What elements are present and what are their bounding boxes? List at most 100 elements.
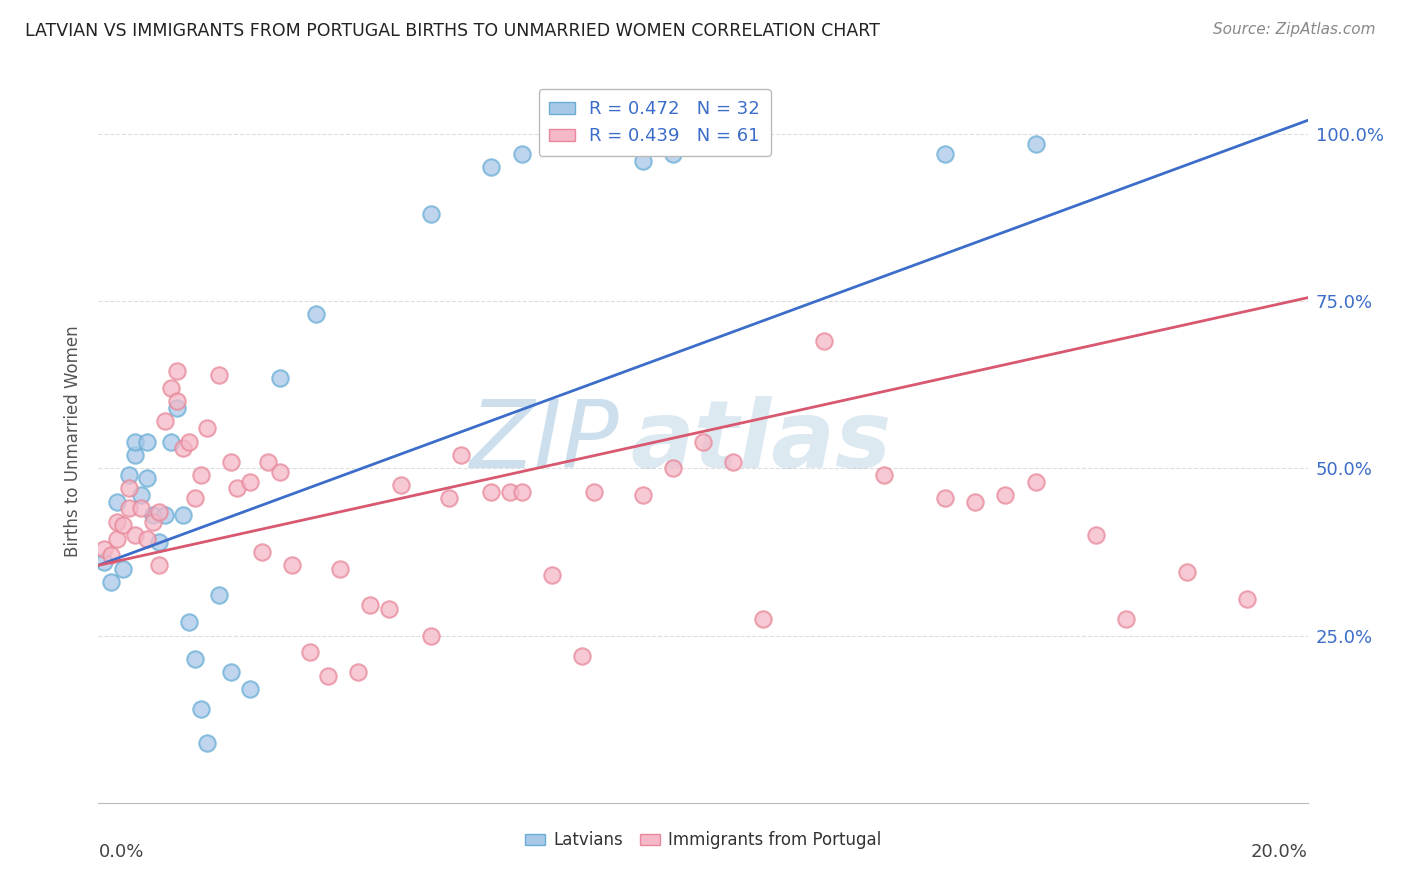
Point	[208, 589, 231, 603]
Point	[221, 455, 243, 469]
Point	[481, 484, 503, 499]
Point	[1024, 136, 1046, 151]
Point	[360, 599, 382, 613]
Point	[179, 615, 201, 630]
Point	[190, 702, 212, 716]
Point	[377, 602, 399, 616]
Point	[160, 434, 183, 449]
Text: 20.0%: 20.0%	[1251, 843, 1308, 861]
Point	[692, 434, 714, 449]
Point	[105, 515, 128, 529]
Point	[118, 501, 141, 516]
Point	[184, 491, 207, 506]
Point	[347, 665, 370, 680]
Point	[934, 491, 956, 506]
Point	[1085, 528, 1108, 542]
Point	[93, 541, 115, 556]
Text: 0.0%: 0.0%	[98, 843, 143, 861]
Text: Source: ZipAtlas.com: Source: ZipAtlas.com	[1212, 22, 1375, 37]
Point	[93, 555, 115, 569]
Point	[450, 448, 472, 462]
Point	[239, 475, 262, 489]
Point	[195, 735, 218, 749]
Point	[118, 482, 141, 496]
Point	[631, 153, 654, 168]
Point	[269, 465, 291, 479]
Point	[510, 484, 533, 499]
Point	[105, 532, 128, 546]
Point	[129, 501, 152, 516]
Point	[934, 147, 956, 161]
Point	[226, 482, 249, 496]
Point	[184, 652, 207, 666]
Point	[142, 515, 165, 529]
Point	[316, 669, 339, 683]
Point	[510, 147, 533, 161]
Point	[250, 545, 273, 559]
Text: LATVIAN VS IMMIGRANTS FROM PORTUGAL BIRTHS TO UNMARRIED WOMEN CORRELATION CHART: LATVIAN VS IMMIGRANTS FROM PORTUGAL BIRT…	[25, 22, 880, 40]
Point	[148, 534, 170, 549]
Point	[994, 488, 1017, 502]
Point	[965, 494, 987, 508]
Point	[111, 562, 134, 576]
Point	[221, 665, 243, 680]
Point	[166, 364, 188, 378]
Point	[179, 434, 201, 449]
Point	[752, 612, 775, 626]
Point	[305, 307, 328, 322]
Point	[195, 421, 218, 435]
Point	[583, 484, 606, 499]
Point	[153, 508, 176, 523]
Point	[172, 442, 194, 455]
Point	[420, 628, 443, 642]
Text: ZIP: ZIP	[468, 396, 619, 487]
Point	[329, 562, 352, 576]
Point	[208, 368, 231, 382]
Y-axis label: Births to Unmarried Women: Births to Unmarried Women	[63, 326, 82, 558]
Point	[166, 394, 188, 409]
Point	[723, 455, 745, 469]
Point	[124, 434, 146, 449]
Point	[135, 471, 157, 485]
Point	[129, 488, 152, 502]
Point	[498, 484, 520, 499]
Point	[124, 448, 146, 462]
Point	[1175, 565, 1198, 579]
Point	[1024, 475, 1046, 489]
Point	[813, 334, 835, 349]
Point	[437, 491, 460, 506]
Point	[160, 381, 183, 395]
Point	[135, 434, 157, 449]
Point	[172, 508, 194, 523]
Point	[100, 575, 122, 590]
Point	[1236, 591, 1258, 606]
Point	[148, 558, 170, 573]
Point	[190, 467, 212, 482]
Point	[1115, 612, 1137, 626]
Point	[420, 207, 443, 221]
Point	[100, 548, 122, 563]
Point	[873, 467, 896, 482]
Point	[269, 371, 291, 385]
Point	[124, 528, 146, 542]
Point	[105, 494, 128, 508]
Point	[389, 478, 412, 492]
Legend: Latvians, Immigrants from Portugal: Latvians, Immigrants from Portugal	[519, 824, 887, 856]
Point	[135, 532, 157, 546]
Point	[111, 518, 134, 533]
Point	[118, 467, 141, 482]
Point	[239, 681, 262, 696]
Point	[571, 648, 593, 663]
Text: atlas: atlas	[630, 395, 891, 488]
Point	[661, 147, 683, 161]
Point	[166, 401, 188, 416]
Point	[661, 461, 683, 475]
Point	[256, 455, 278, 469]
Point	[631, 488, 654, 502]
Point	[481, 161, 503, 175]
Point	[142, 508, 165, 523]
Point	[153, 414, 176, 429]
Point	[540, 568, 562, 582]
Point	[148, 505, 170, 519]
Point	[281, 558, 304, 573]
